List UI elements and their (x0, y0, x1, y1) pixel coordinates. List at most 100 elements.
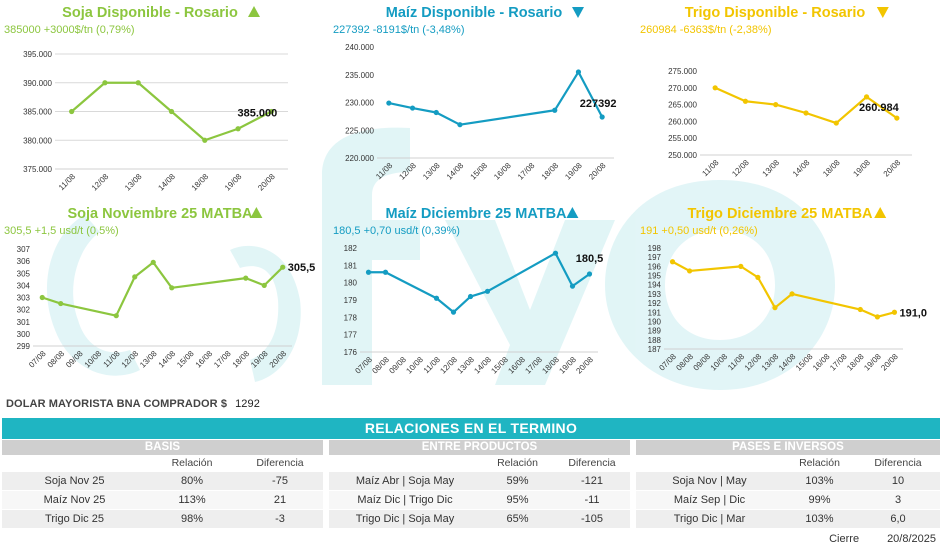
data-point (102, 80, 108, 86)
x-tick-label: 12/08 (730, 158, 751, 179)
x-tick-label: 14/08 (472, 355, 493, 376)
data-point (268, 108, 274, 115)
x-tick-label: 09/08 (387, 355, 408, 376)
y-tick-label: 385.000 (23, 108, 52, 117)
chart-subtitle: 180,5 +0,70 usd/t (0,39%) (333, 225, 460, 237)
chart-5: Maíz Diciembre 25 MATBA 180,5 +0,70 usd/t… (333, 206, 603, 376)
x-tick-label: 12/08 (438, 355, 459, 376)
y-tick-label: 230.000 (345, 99, 374, 108)
x-tick-label: 17/08 (523, 355, 544, 376)
chart-subtitle: 191 +0,50 usd/t (0,26%) (640, 225, 758, 237)
x-tick-label: 11/08 (102, 349, 122, 369)
x-tick-label: 13/08 (455, 355, 476, 376)
row-name: Maíz Dic | Trigo Dic (329, 491, 481, 509)
y-tick-label: 380.000 (23, 136, 52, 145)
x-tick-label: 14/08 (791, 158, 812, 179)
x-tick-label: 15/08 (489, 355, 510, 376)
x-tick-label: 16/08 (492, 161, 513, 182)
chart-title: Trigo Disponible - Rosario (685, 5, 866, 21)
x-tick-label: 09/08 (64, 349, 85, 370)
data-point (586, 271, 593, 277)
x-tick-label: 13/08 (138, 349, 159, 370)
diferencia-cell: 3 (856, 491, 940, 509)
diferencia-cell: -105 (554, 510, 630, 528)
x-tick-label: 17/08 (516, 161, 537, 182)
y-tick-label: 395.000 (23, 50, 52, 59)
data-point (687, 268, 693, 274)
data-point (575, 69, 582, 75)
y-tick-label: 300 (17, 330, 31, 339)
y-tick-label: 306 (17, 257, 31, 266)
y-tick-label: 189 (648, 327, 662, 336)
diferencia-cell: -75 (237, 472, 323, 490)
data-point (243, 275, 249, 281)
x-tick-label: 08/08 (370, 355, 391, 376)
y-tick-label: 225.000 (345, 126, 374, 135)
x-tick-label: 18/08 (845, 352, 866, 373)
section-title: PASES E INVERSOS (636, 440, 940, 455)
x-tick-label: 07/08 (27, 349, 48, 370)
data-point (552, 250, 559, 256)
y-tick-label: 220.000 (345, 154, 374, 163)
data-point (773, 102, 779, 108)
x-tick-label: 12/08 (743, 352, 764, 373)
diferencia-cell: -11 (554, 491, 630, 509)
y-tick-label: 187 (648, 345, 662, 354)
data-point (738, 263, 744, 269)
x-tick-label: 20/08 (587, 161, 608, 182)
last-value-label: 227392 (580, 98, 617, 110)
series-line (41, 261, 284, 317)
data-point (789, 291, 795, 297)
dolar-value: 1292 (235, 398, 260, 410)
y-tick-label: 177 (344, 331, 358, 340)
relacion-cell: 113% (147, 491, 237, 509)
y-tick-label: 180 (344, 279, 358, 288)
footer: Cierre 20/8/2025 (829, 533, 936, 545)
last-value-label: 305,5 (288, 262, 316, 274)
column-header: Diferencia (256, 457, 304, 469)
last-value-label: 385.000 (237, 108, 277, 120)
relaciones-section: BASIS Relación Diferencia Soja Nov 25 80% -75… (2, 440, 323, 528)
data-point (132, 274, 138, 280)
chart-title: Maíz Disponible - Rosario (386, 5, 563, 21)
diferencia-cell: 6,0 (856, 510, 940, 528)
x-tick-label: 13/08 (760, 352, 781, 373)
y-tick-label: 191 (648, 308, 662, 317)
data-point (150, 259, 156, 265)
x-tick-label: 08/08 (674, 352, 695, 373)
y-tick-label: 265.000 (668, 101, 697, 110)
arrow-down-icon (572, 7, 584, 18)
x-tick-label: 12/08 (90, 172, 111, 193)
column-header: Diferencia (874, 457, 922, 469)
relacion-cell: 103% (783, 510, 856, 528)
x-tick-label: 20/08 (882, 158, 903, 179)
column-header (636, 455, 783, 471)
column-header (329, 455, 481, 471)
dolar-mayorista: DOLAR MAYORISTA BNA COMPRADOR $ 1292 (6, 398, 260, 410)
x-tick-label: 11/08 (422, 355, 442, 375)
x-tick-label: 15/08 (469, 161, 490, 182)
x-tick-label: 10/08 (404, 355, 425, 376)
y-tick-label: 270.000 (668, 84, 697, 93)
y-tick-label: 260.000 (668, 117, 697, 126)
y-tick-label: 182 (344, 244, 358, 253)
x-tick-label: 11/08 (57, 172, 77, 192)
x-tick-label: 18/08 (540, 161, 561, 182)
x-tick-label: 07/08 (353, 355, 374, 376)
column-header: Relación (171, 457, 213, 469)
arrow-up-icon (250, 207, 263, 218)
row-name: Maíz Nov 25 (2, 491, 147, 509)
chart-title: Maíz Diciembre 25 MATBA (385, 206, 567, 222)
data-point (39, 294, 45, 301)
charts-area: Soja Disponible - Rosario 385000 +3000$/t… (4, 5, 927, 376)
y-tick-label: 235.000 (345, 71, 374, 80)
arrow-up-icon (248, 6, 260, 17)
data-point (168, 108, 175, 115)
y-tick-label: 198 (648, 244, 662, 253)
column-header: Relación (497, 457, 538, 469)
chart-1: Soja Disponible - Rosario 385000 +3000$/t… (4, 5, 288, 193)
y-tick-label: 299 (17, 342, 31, 351)
data-point (202, 137, 208, 143)
y-tick-label: 178 (344, 313, 358, 322)
